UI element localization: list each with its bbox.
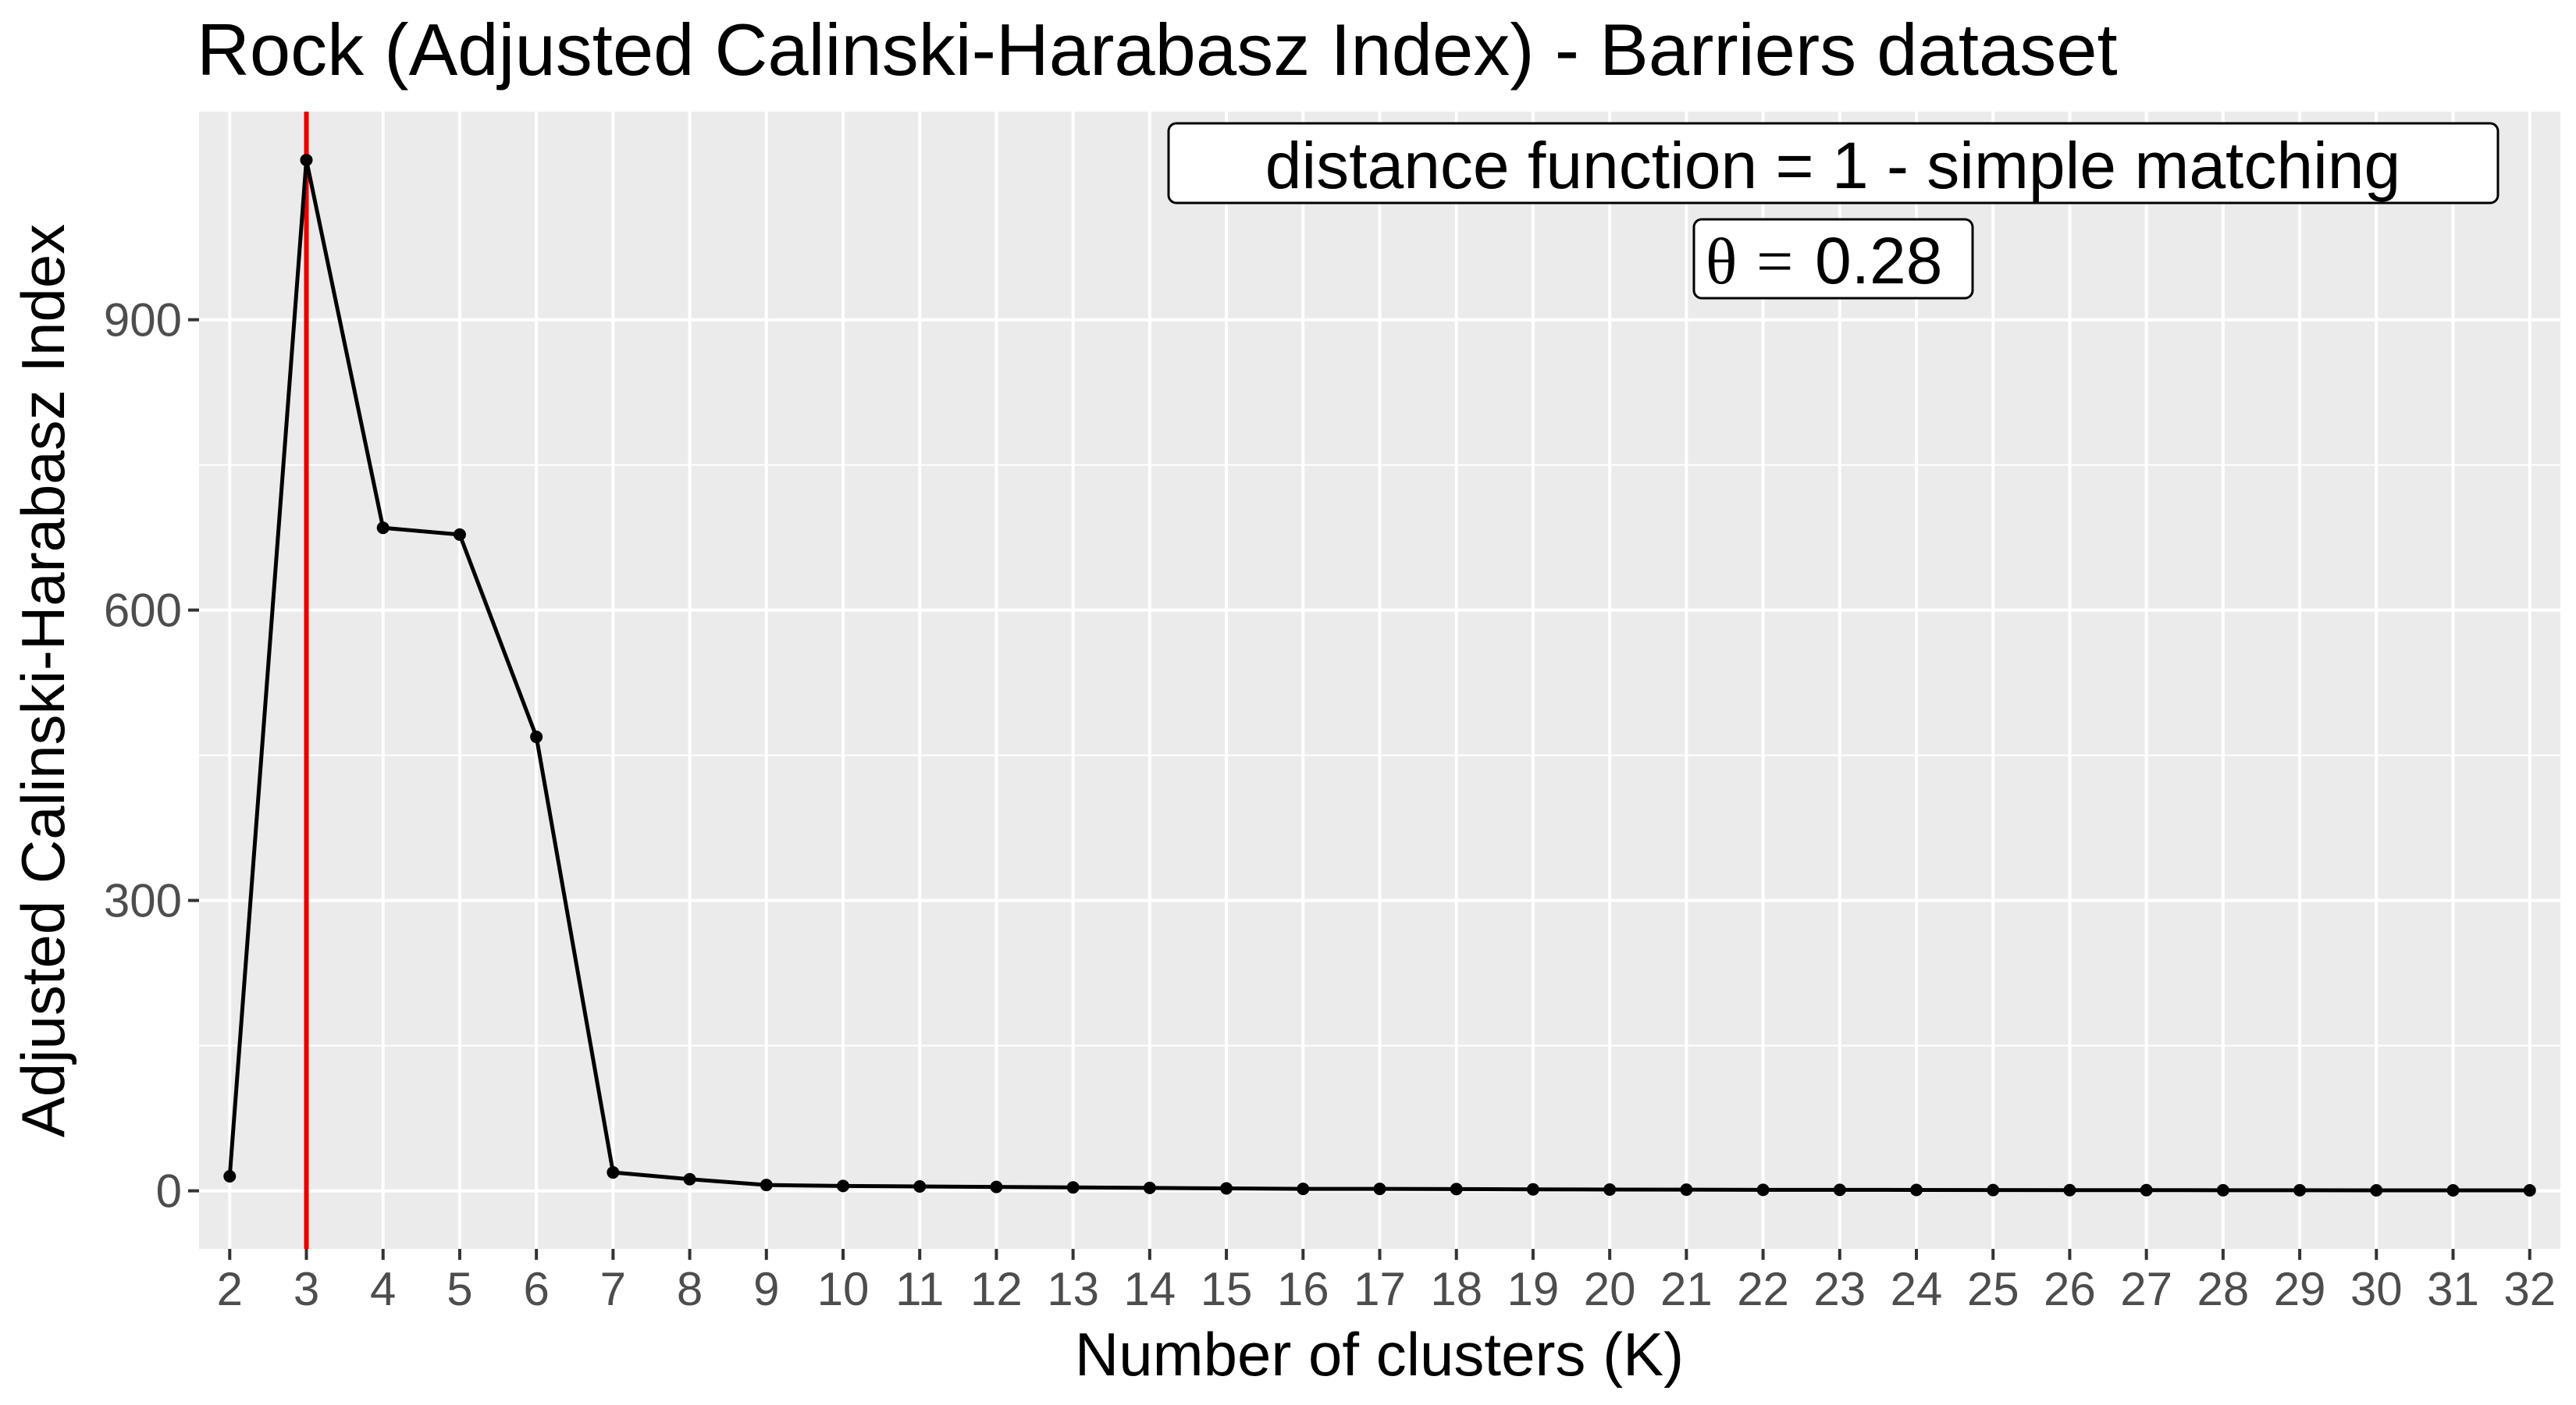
data-point-k17 xyxy=(1373,1183,1386,1196)
x-tick-label: 6 xyxy=(523,1263,549,1315)
data-points xyxy=(223,154,2536,1197)
x-tick-label: 4 xyxy=(370,1263,396,1315)
annotation-box-1 xyxy=(1167,122,2500,205)
x-tick-label: 5 xyxy=(447,1263,472,1315)
data-point-k7 xyxy=(607,1166,620,1179)
data-point-k11 xyxy=(913,1180,927,1193)
data-point-k2 xyxy=(223,1170,237,1183)
x-tick-label: 2 xyxy=(217,1263,243,1315)
data-point-k25 xyxy=(1987,1183,2000,1197)
x-tick-label: 8 xyxy=(677,1263,703,1315)
x-tick-label: 26 xyxy=(2044,1263,2096,1315)
x-tick-label: 22 xyxy=(1737,1263,1789,1315)
annotation-distance-function: distance function = 1 - simple matching xyxy=(1265,129,2400,202)
annotation-box-2 xyxy=(1692,218,1974,300)
x-tick-label: 10 xyxy=(817,1263,870,1315)
x-tick-label: 20 xyxy=(1584,1263,1636,1315)
data-point-k8 xyxy=(683,1172,696,1186)
data-point-k6 xyxy=(530,731,543,744)
x-axis-title: Number of clusters (K) xyxy=(1075,1320,1684,1389)
annotation-theta-symbol: θ xyxy=(1706,226,1737,298)
data-point-k12 xyxy=(990,1180,1003,1193)
x-axis-ticks: 2 3 4 5 6 7 8 9 10 11 12 13 14 15 16 17 18 19 20 21 22 23 24 25… xyxy=(217,1249,2556,1315)
y-axis-title: Adjusted Calinski-Harabasz Index xyxy=(9,224,77,1138)
x-tick-label: 28 xyxy=(2197,1263,2249,1315)
x-tick-label: 9 xyxy=(753,1263,779,1315)
x-tick-label: 13 xyxy=(1047,1263,1099,1315)
data-point-k10 xyxy=(837,1179,849,1193)
data-point-k24 xyxy=(1910,1183,1923,1197)
x-tick-label: 25 xyxy=(1967,1263,2019,1315)
data-point-k23 xyxy=(1833,1183,1846,1197)
y-tick-label: 300 xyxy=(104,875,182,927)
data-point-k3 xyxy=(300,154,313,166)
x-tick-label: 15 xyxy=(1201,1263,1253,1315)
y-tick-label: 600 xyxy=(104,585,182,637)
x-tick-label: 16 xyxy=(1277,1263,1329,1315)
data-point-k22 xyxy=(1756,1183,1770,1197)
x-tick-label: 27 xyxy=(2120,1263,2172,1315)
x-tick-label: 29 xyxy=(2274,1263,2326,1315)
x-tick-label: 7 xyxy=(600,1263,626,1315)
x-tick-label: 12 xyxy=(970,1263,1023,1315)
data-point-k21 xyxy=(1680,1183,1693,1197)
x-tick-label: 11 xyxy=(895,1263,944,1315)
y-tick-label: 0 xyxy=(156,1165,182,1218)
data-point-k32 xyxy=(2523,1183,2536,1197)
data-point-k20 xyxy=(1603,1183,1617,1196)
y-axis-ticks: 0 300 600 900 xyxy=(104,294,199,1218)
data-point-k26 xyxy=(2063,1183,2076,1197)
data-point-k31 xyxy=(2446,1183,2460,1197)
annotation-equals: = xyxy=(1756,226,1793,298)
data-point-k29 xyxy=(2293,1183,2307,1197)
x-tick-label: 30 xyxy=(2350,1263,2403,1315)
data-point-k16 xyxy=(1297,1183,1310,1196)
y-tick-label: 900 xyxy=(104,294,182,347)
data-point-k27 xyxy=(2140,1183,2153,1197)
annotation-theta-value: 0.28 xyxy=(1815,224,1943,297)
x-tick-label: 14 xyxy=(1123,1263,1176,1315)
annotation-box: distance function = 1 - simple matching … xyxy=(1167,122,2500,300)
data-point-k5 xyxy=(453,528,466,541)
chart-title: Rock (Adjusted Calinski-Harabasz Index) … xyxy=(197,9,2118,91)
x-tick-label: 23 xyxy=(1813,1263,1866,1315)
data-point-k13 xyxy=(1066,1181,1080,1194)
data-point-k19 xyxy=(1526,1183,1539,1196)
data-point-k18 xyxy=(1450,1183,1463,1196)
x-tick-label: 19 xyxy=(1507,1263,1560,1315)
data-point-k14 xyxy=(1143,1181,1156,1194)
x-tick-label: 31 xyxy=(2427,1263,2479,1315)
data-point-k28 xyxy=(2216,1183,2229,1197)
data-point-k30 xyxy=(2370,1183,2383,1197)
x-tick-label: 32 xyxy=(2503,1263,2556,1315)
x-tick-label: 3 xyxy=(294,1263,319,1315)
data-point-k4 xyxy=(376,521,390,535)
x-tick-label: 17 xyxy=(1354,1263,1406,1315)
x-tick-label: 21 xyxy=(1660,1263,1713,1315)
data-point-k15 xyxy=(1220,1182,1233,1195)
data-point-k9 xyxy=(760,1179,773,1192)
x-tick-label: 24 xyxy=(1891,1263,1943,1315)
x-tick-label: 18 xyxy=(1430,1263,1482,1315)
